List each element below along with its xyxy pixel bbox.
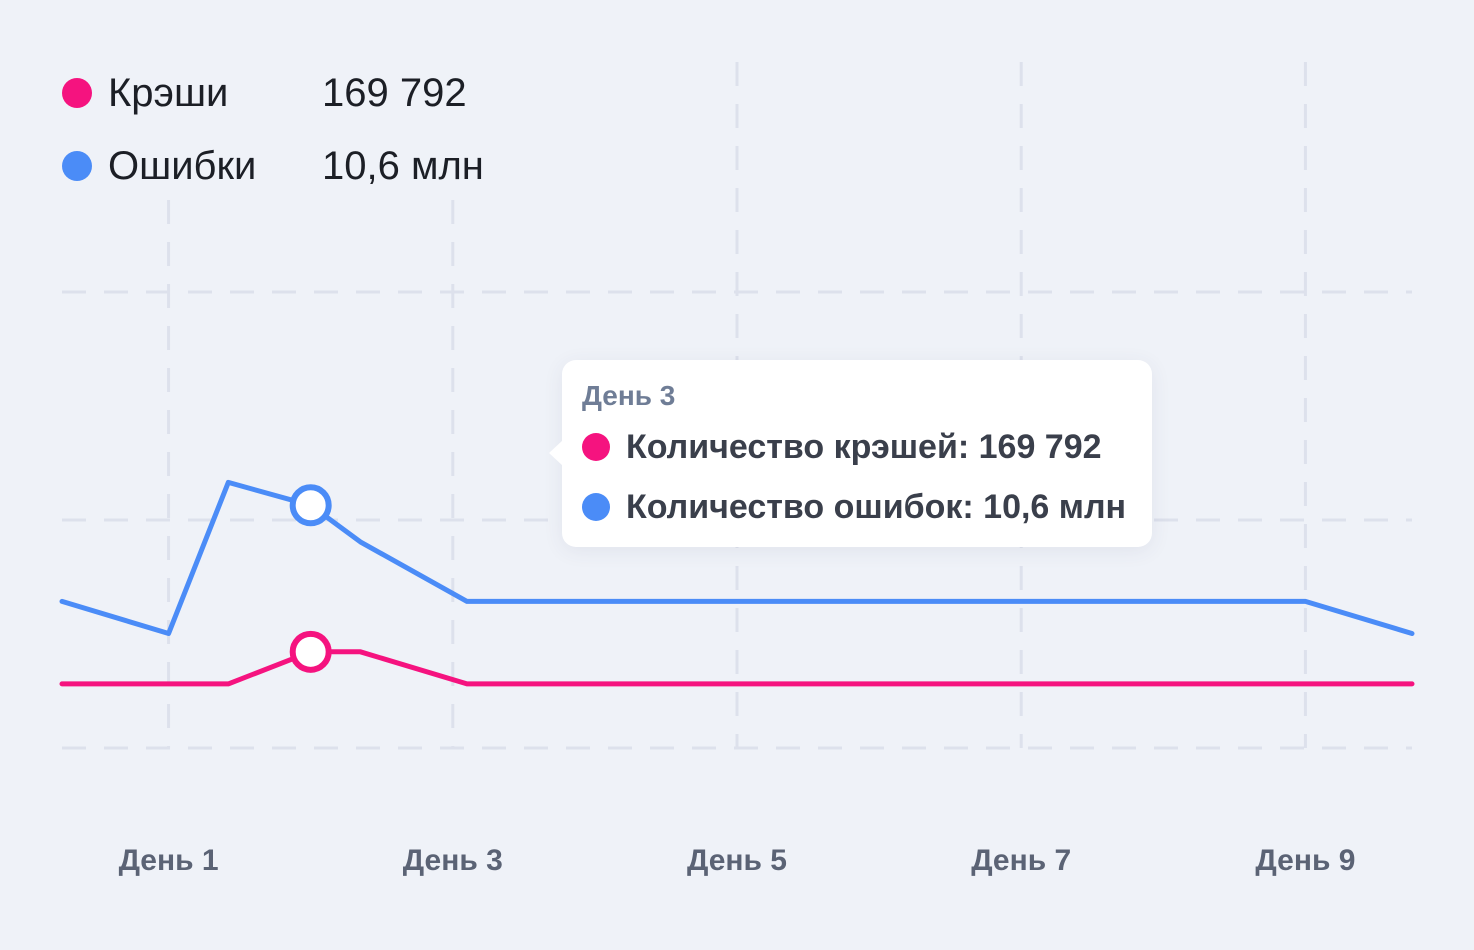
series-lines bbox=[59, 479, 1415, 687]
series-line-crashes bbox=[59, 649, 1415, 687]
tooltip-title: День 3 bbox=[582, 380, 676, 411]
x-tick-label: День 9 bbox=[1255, 844, 1355, 877]
tooltip-text: Количество крэшей: 169 792 bbox=[626, 427, 1102, 466]
crashes-dot-icon bbox=[582, 433, 610, 461]
legend-label: Крэши bbox=[108, 70, 229, 115]
legend-value: 169 792 bbox=[322, 70, 467, 115]
x-tick-label: День 1 bbox=[119, 844, 219, 877]
errors-dot-icon bbox=[62, 151, 92, 181]
legend-item-crashes: Крэши 169 792 bbox=[62, 62, 484, 124]
x-tick-label: День 3 bbox=[403, 844, 503, 877]
highlight-point bbox=[289, 484, 332, 527]
highlight-point bbox=[289, 630, 332, 673]
errors-dot-icon bbox=[582, 493, 610, 521]
tooltip-text: Количество ошибок: 10,6 млн bbox=[626, 487, 1127, 526]
x-tick-label: День 5 bbox=[687, 844, 787, 877]
x-axis-ticks: День 1 День 3 День 5 День 7 День 9 bbox=[119, 844, 1356, 877]
tooltip-row-errors: Количество ошибок: 10,6 млн bbox=[582, 478, 1132, 536]
legend-label: Ошибки bbox=[108, 143, 257, 188]
series-line-errors bbox=[59, 479, 1415, 636]
legend-item-errors: Ошибки 10,6 млн bbox=[62, 135, 484, 197]
tooltip: День 3 Количество крэшей: 169 792 Количе… bbox=[549, 360, 1152, 547]
legend: Крэши 169 792 Ошибки 10,6 млн bbox=[62, 62, 484, 208]
highlight-markers bbox=[289, 484, 332, 673]
crashes-dot-icon bbox=[62, 78, 92, 108]
tooltip-row-crashes: Количество крэшей: 169 792 bbox=[582, 418, 1132, 476]
x-tick-label: День 7 bbox=[971, 844, 1071, 877]
legend-value: 10,6 млн bbox=[322, 143, 484, 188]
tooltip-arrow bbox=[549, 440, 563, 466]
